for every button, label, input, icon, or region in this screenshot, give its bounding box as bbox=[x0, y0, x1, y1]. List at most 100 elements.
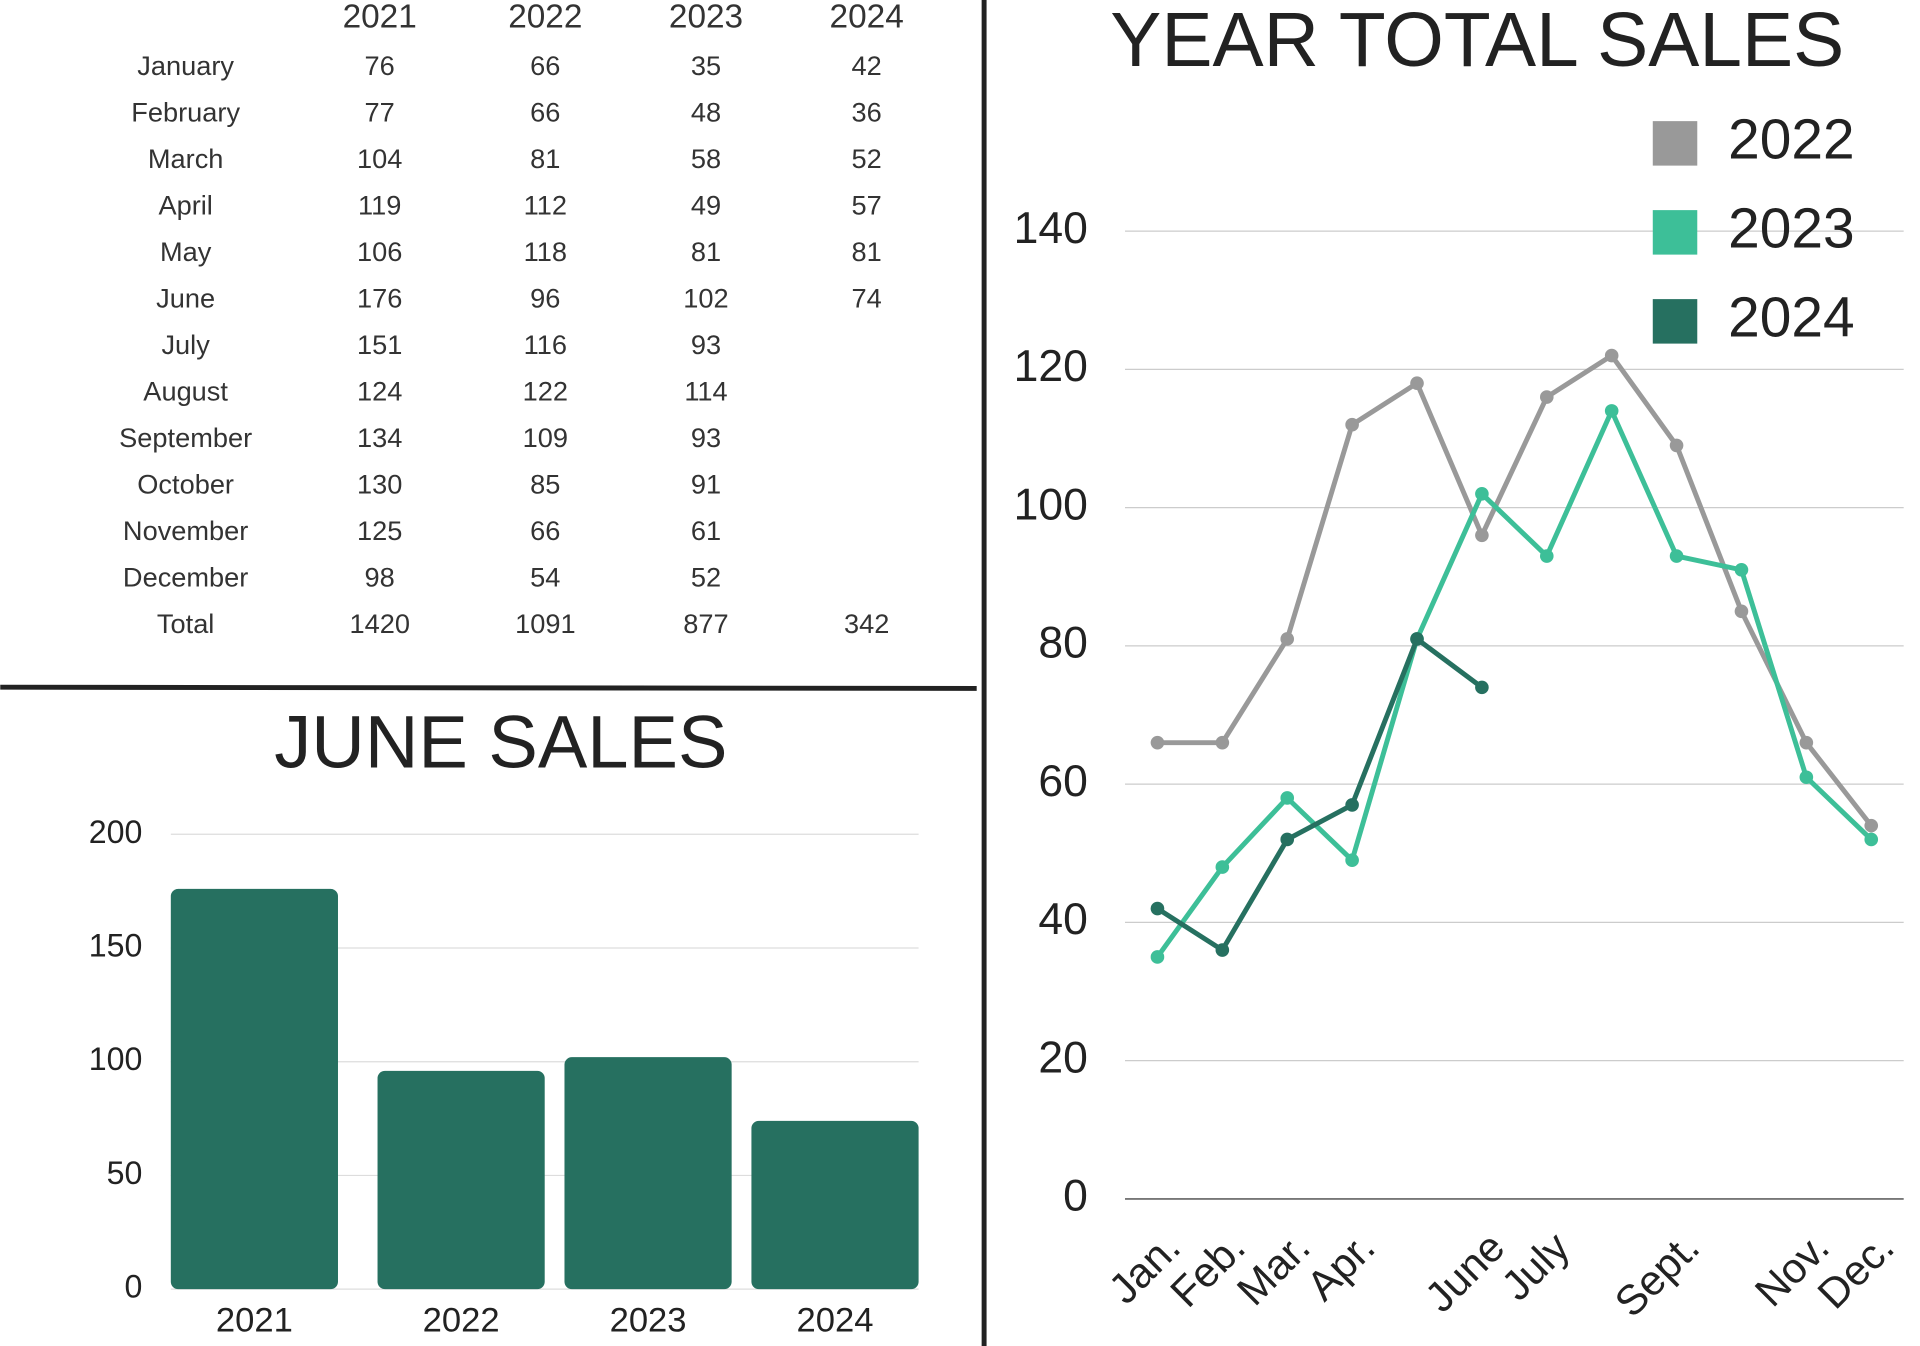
table-cell: 176 bbox=[357, 283, 402, 314]
chart-title: JUNE SALES bbox=[274, 700, 727, 783]
table-cell: 81 bbox=[691, 236, 721, 267]
table-cell: 93 bbox=[691, 329, 721, 360]
table-cell: 66 bbox=[530, 515, 560, 546]
x-tick-label: Dec. bbox=[1808, 1223, 1902, 1317]
y-tick-label: 120 bbox=[1014, 342, 1088, 391]
table-cell: 52 bbox=[691, 561, 721, 592]
row-label: April bbox=[158, 190, 212, 221]
point bbox=[1280, 791, 1295, 805]
table-cell: 54 bbox=[530, 561, 560, 592]
table-cell: 102 bbox=[683, 283, 728, 314]
table-cell: 35 bbox=[691, 50, 721, 81]
column-header: 2021 bbox=[343, 0, 417, 35]
table-cell: 134 bbox=[357, 422, 402, 453]
table-cell: 76 bbox=[365, 50, 395, 81]
point bbox=[1734, 563, 1749, 577]
table-cell: 98 bbox=[365, 561, 395, 592]
x-tick-label: 2021 bbox=[216, 1302, 293, 1340]
row-label: August bbox=[143, 375, 228, 406]
table-cell: 1420 bbox=[349, 608, 409, 639]
legend-label: 2022 bbox=[1728, 108, 1854, 171]
table-cell: 93 bbox=[691, 422, 721, 453]
row-label: June bbox=[156, 283, 215, 314]
point bbox=[1669, 549, 1684, 563]
column-header: 2023 bbox=[669, 0, 743, 35]
x-tick-label: 2024 bbox=[797, 1302, 874, 1340]
table-cell: 61 bbox=[691, 515, 721, 546]
table-cell: 151 bbox=[357, 329, 402, 360]
y-tick-label: 140 bbox=[1014, 204, 1088, 253]
table-cell: 104 bbox=[357, 143, 402, 174]
point bbox=[1345, 798, 1359, 812]
table-cell: 48 bbox=[691, 97, 721, 128]
y-tick-label: 50 bbox=[107, 1155, 143, 1191]
legend-label: 2023 bbox=[1728, 197, 1854, 260]
table-cell: 124 bbox=[357, 375, 402, 406]
point bbox=[1799, 770, 1814, 785]
point bbox=[1345, 853, 1359, 867]
table-cell: 116 bbox=[524, 329, 567, 360]
table-cell: 85 bbox=[530, 468, 560, 499]
table-cell: 122 bbox=[523, 375, 568, 406]
table-cell: 77 bbox=[365, 97, 395, 128]
row-label: November bbox=[123, 515, 248, 546]
series-line bbox=[1157, 353, 1874, 828]
point bbox=[1475, 680, 1489, 695]
table-cell: 36 bbox=[852, 97, 882, 128]
point bbox=[1539, 390, 1554, 404]
y-tick-label: 200 bbox=[89, 814, 143, 850]
point bbox=[1345, 417, 1359, 432]
column-header: 2024 bbox=[830, 0, 904, 35]
legend-swatch bbox=[1652, 210, 1698, 255]
point bbox=[1410, 632, 1424, 646]
point bbox=[1280, 632, 1295, 646]
divider bbox=[0, 684, 977, 691]
row-label: October bbox=[137, 468, 234, 499]
legend-swatch bbox=[1652, 121, 1698, 166]
table-cell: 66 bbox=[530, 50, 560, 81]
point bbox=[1604, 348, 1619, 363]
point bbox=[1864, 832, 1879, 847]
y-tick-label: 0 bbox=[125, 1269, 143, 1305]
point bbox=[1280, 832, 1295, 847]
table-cell: 109 bbox=[523, 422, 568, 453]
point bbox=[1475, 487, 1489, 501]
legend-label: 2024 bbox=[1728, 286, 1854, 349]
table-cell: 114 bbox=[684, 375, 727, 406]
row-label: March bbox=[148, 143, 224, 174]
legend-swatch bbox=[1652, 299, 1698, 344]
x-tick-label: 2022 bbox=[423, 1302, 500, 1340]
bar bbox=[377, 1070, 545, 1290]
table-cell: 96 bbox=[530, 283, 560, 314]
y-tick-label: 100 bbox=[89, 1041, 143, 1077]
y-tick-label: 0 bbox=[1063, 1172, 1088, 1221]
row-label: February bbox=[131, 97, 240, 128]
chart-title: YEAR TOTAL SALES bbox=[1110, 0, 1844, 83]
column-header: 2022 bbox=[508, 0, 582, 35]
row-label: May bbox=[160, 236, 212, 267]
table-cell: 42 bbox=[852, 50, 882, 81]
point bbox=[1215, 735, 1230, 750]
row-label: July bbox=[161, 329, 210, 360]
point bbox=[1734, 604, 1749, 619]
x-tick-label: Apr. bbox=[1298, 1223, 1384, 1309]
table-cell: 877 bbox=[683, 608, 728, 639]
table-cell: 1091 bbox=[515, 608, 575, 639]
y-tick-label: 150 bbox=[89, 927, 143, 963]
x-tick-label: July bbox=[1492, 1223, 1578, 1309]
table-cell: 118 bbox=[524, 236, 567, 267]
row-label: January bbox=[137, 50, 234, 81]
row-label: December bbox=[123, 561, 248, 592]
row-label: Total bbox=[157, 608, 214, 639]
row-label: September bbox=[119, 422, 252, 453]
point bbox=[1799, 735, 1814, 750]
point bbox=[1215, 860, 1230, 874]
series-line bbox=[1155, 408, 1873, 959]
y-tick-label: 20 bbox=[1038, 1033, 1087, 1082]
y-tick-label: 60 bbox=[1038, 757, 1087, 806]
table-cell: 119 bbox=[358, 190, 401, 221]
point bbox=[1215, 943, 1230, 957]
table-cell: 125 bbox=[357, 515, 402, 546]
point bbox=[1475, 528, 1489, 543]
